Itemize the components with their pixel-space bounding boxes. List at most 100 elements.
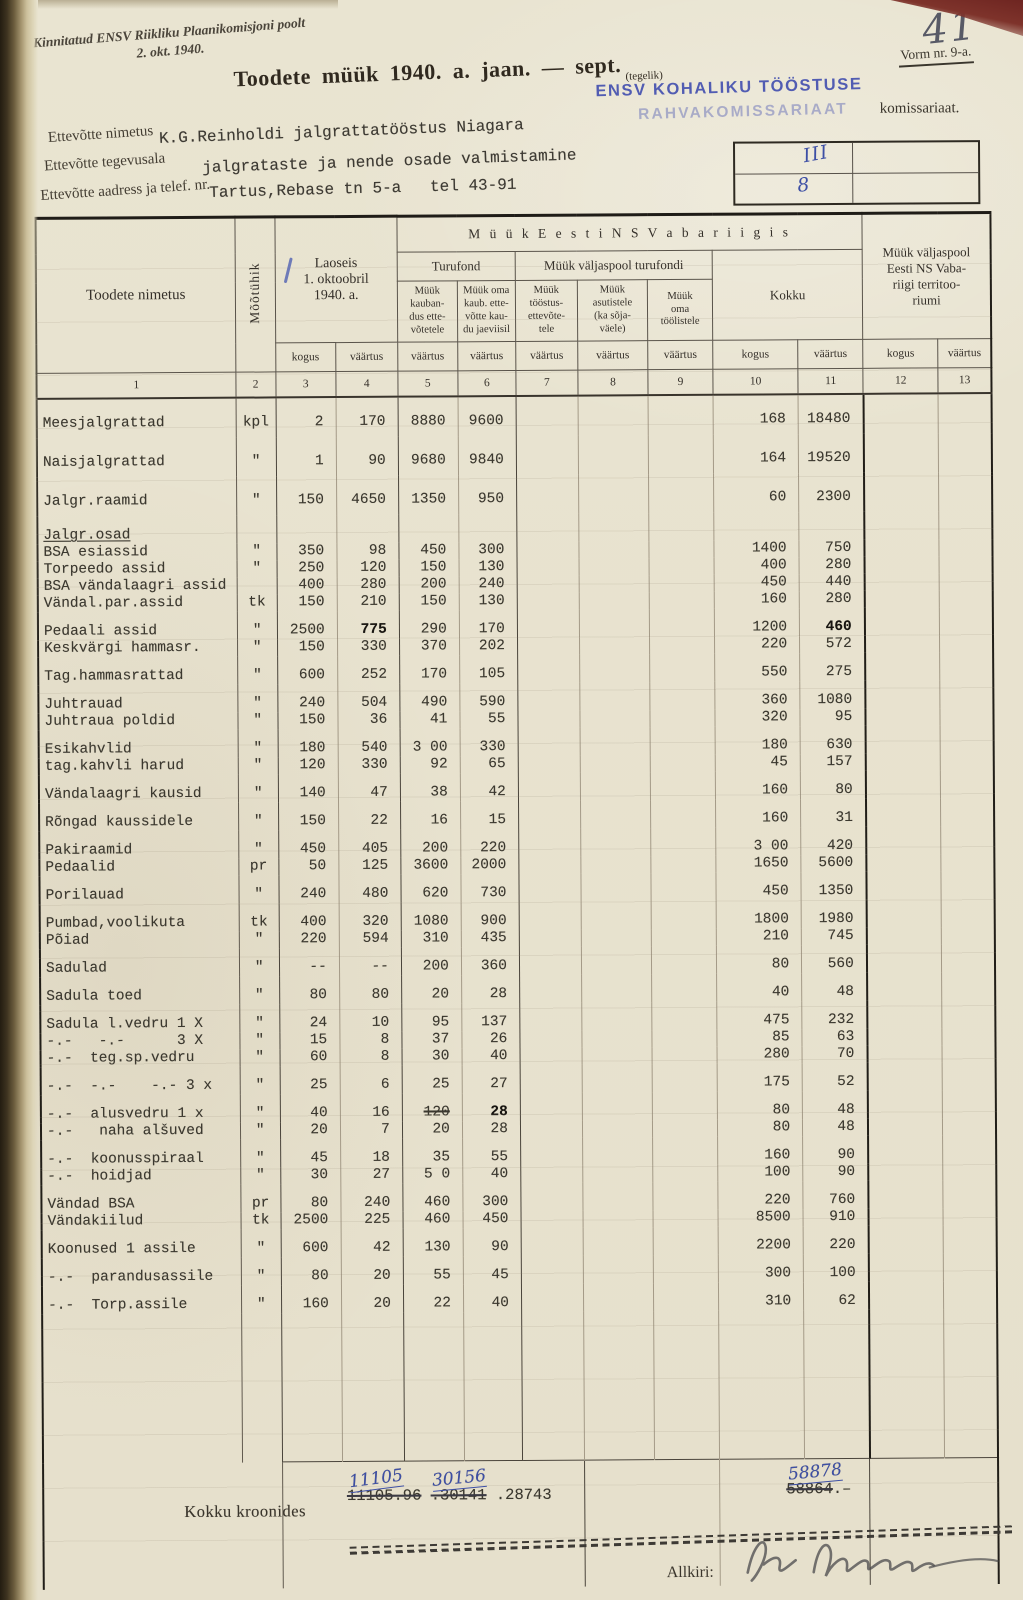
cell-value: 31 (800, 798, 866, 828)
cell-value (579, 575, 650, 593)
table-row: -.- -.- -.- 3 x " 25 6 25 27 175 52 (40, 1062, 996, 1096)
cell-value: 25 (279, 1066, 341, 1095)
header-turufond: Turufond (396, 251, 516, 282)
cell-value: 330 (338, 756, 401, 775)
cell-value (942, 927, 995, 944)
field-label-nimetus: Ettevõtte nimetus (47, 122, 154, 147)
cell-value (580, 800, 651, 829)
header-col9: Müük oma töölistele (647, 279, 713, 341)
cell-value: 275 (799, 652, 866, 682)
cell-value (582, 1064, 653, 1093)
field-value-aadress: Tartus,Rebase tn 5-a tel 43-91 (209, 175, 517, 203)
cell-value (940, 635, 993, 652)
cell-value: 440 (799, 573, 865, 592)
cell-value (941, 753, 994, 770)
cell-value: 460 (799, 607, 865, 637)
cell-value: 560 (801, 944, 867, 974)
cell-value (650, 799, 716, 829)
cell-product-name: -.- -.- -.- 3 x (40, 1066, 240, 1096)
cell-value: 48 (802, 1090, 868, 1120)
cell-product-name: -.- Torp.assile (41, 1285, 242, 1315)
cell-value (516, 513, 579, 542)
cell-value: 7 (340, 1121, 403, 1140)
cell-value (648, 434, 714, 475)
cell-product-name: -.- parandusassile (41, 1257, 242, 1287)
cell-value (579, 637, 650, 655)
cell-value: 36 (337, 711, 400, 730)
cell-unit: " (238, 931, 280, 949)
cell-value: 320 (715, 709, 801, 727)
cell-value: 504 (337, 683, 400, 713)
cell-value: 90 (336, 436, 399, 477)
cell-value (519, 901, 582, 930)
totals-left: 11105 11105.96 30156 .30141 .28743 (282, 1460, 586, 1588)
cell-product-name: Porilauad (39, 875, 239, 905)
cell-value: 760 (802, 1180, 869, 1210)
cell-value: 150 (277, 712, 338, 730)
cell-value: 48 (802, 1118, 868, 1137)
cell-value: 28 (461, 974, 520, 1004)
cell-value (940, 680, 993, 708)
cell-value (650, 855, 717, 874)
header-kokku: Kokku (712, 249, 863, 341)
cell-value (652, 1046, 718, 1065)
cell-product-name: Pedaali assid (37, 611, 238, 641)
cell-value (868, 1180, 944, 1209)
cell-value (650, 726, 716, 756)
total-2: 30156 .30141 (431, 1466, 488, 1505)
cell-value: 120 (277, 757, 339, 775)
cell-value: 600 (277, 656, 338, 685)
cell-value (516, 435, 579, 475)
cell-value (650, 827, 716, 857)
cell-value: 27 (340, 1166, 403, 1185)
cell-value: 30 (280, 1167, 341, 1185)
cell-value: 400 (276, 577, 338, 595)
cell-value (941, 826, 994, 854)
registry-box-divider-v (851, 142, 853, 203)
cell-value: 200 (400, 829, 461, 858)
cell-value (649, 608, 715, 638)
cell-value (518, 828, 581, 857)
cell-value (941, 770, 994, 798)
cell-product-name: Põiad (39, 931, 240, 950)
cell-value: 80 (281, 1257, 342, 1286)
cell-value (868, 1253, 944, 1282)
cell-value: 90 (802, 1135, 869, 1165)
cell-product-name: Koonused 1 assile (41, 1229, 241, 1259)
cell-value: 52 (802, 1062, 868, 1092)
cell-value (520, 1165, 583, 1183)
cell-value: 95 (800, 708, 866, 727)
cell-unit: " (236, 543, 277, 561)
cell-value (649, 653, 715, 683)
cell-value: 300 (458, 541, 517, 560)
cell-value (942, 1062, 995, 1090)
cell-value: 25 (401, 1065, 463, 1094)
header-muuk-ensv: M ü ü k E e s t i N S V a b a r i i g i … (396, 213, 863, 253)
cell-value: 594 (339, 930, 402, 949)
cell-value (648, 512, 714, 542)
cell-value (651, 1001, 717, 1031)
cell-value (942, 1028, 995, 1045)
table-row: -.- Torp.assile " 160 20 22 40 310 62 (41, 1281, 997, 1315)
field-label-tegevusala: Ettevõtte tegevusala (43, 150, 166, 175)
cell-value: 105 (459, 654, 518, 684)
cell-value: 41 (399, 711, 460, 729)
subheader-vaartus: väärtus (515, 341, 578, 371)
cell-value: 280 (336, 576, 400, 595)
cell-value: 540 (337, 728, 401, 758)
signature (729, 1525, 1009, 1594)
cell-value (518, 856, 581, 874)
cell-value: 225 (340, 1211, 403, 1230)
cell-value: 400 (714, 557, 800, 575)
subheader-vaartus: väärtus (647, 340, 713, 370)
cell-unit (236, 515, 277, 544)
cell-value (865, 770, 941, 799)
colnum: 13 (938, 367, 992, 394)
cell-value (864, 511, 940, 540)
cell-value: 200 (398, 576, 460, 594)
cell-value (939, 472, 992, 511)
cell-value: 1400 (713, 540, 800, 558)
cell-value (649, 681, 716, 711)
cell-value: 8500 (718, 1209, 804, 1227)
cell-value (939, 433, 992, 472)
